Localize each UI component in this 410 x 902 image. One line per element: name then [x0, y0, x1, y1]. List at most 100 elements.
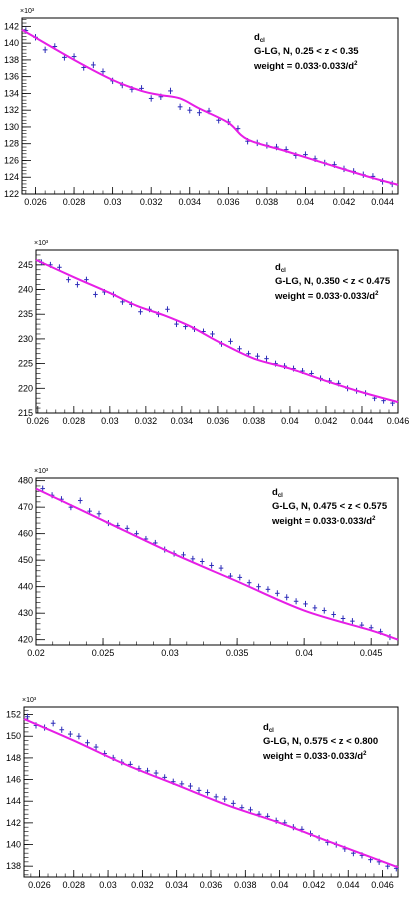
data-point: [209, 562, 214, 569]
data-point: [165, 306, 170, 313]
chart-panel-1: 0.026 0.028 0.03 0.032 0.034 0.036 0.038 0.04 0.…: [0, 0, 410, 210]
data-point: [246, 579, 252, 586]
legend-line-2: weight = 0.033·0.033/d2: [274, 291, 379, 302]
y-tick-label: 450: [18, 555, 33, 565]
data-point: [312, 604, 318, 611]
data-point: [284, 594, 289, 601]
y-tick-label: 148: [6, 753, 21, 763]
x-tick-label: 0.03: [161, 648, 179, 658]
x-tick-label: 0.032: [131, 880, 154, 890]
x-tick-label: 0.036: [200, 880, 223, 890]
data-point: [187, 106, 193, 114]
data-point: [350, 618, 355, 625]
data-point: [40, 485, 45, 492]
y-tick-label: 230: [18, 334, 33, 344]
data-point: [84, 276, 89, 283]
x-tick-label: 0.03: [101, 416, 119, 426]
data-point: [256, 583, 261, 590]
x-tick-label: 0.032: [140, 197, 163, 207]
data-point: [210, 331, 215, 337]
y-tick-label: 138: [6, 861, 21, 871]
y-tick-label: 215: [18, 408, 33, 418]
y-tick-label: 152: [6, 710, 21, 720]
data-point: [340, 615, 346, 622]
y-tick-label: 142: [6, 818, 21, 828]
data-point: [293, 598, 299, 605]
data-point: [77, 497, 83, 504]
exponent-label: ×10³: [20, 8, 35, 15]
y-tick-label: 140: [4, 38, 19, 48]
x-tick-label: 0.026: [24, 197, 47, 207]
y-tick-label: 128: [4, 139, 19, 149]
x-tick-label: 0.04: [297, 197, 315, 207]
x-tick-label: 0.03: [104, 197, 122, 207]
data-point: [67, 730, 73, 738]
data-point: [205, 789, 210, 796]
x-tick-label: 0.036: [207, 416, 230, 426]
y-tick-label: 140: [6, 840, 21, 850]
y-tick-label: 150: [6, 731, 21, 741]
data-point: [50, 720, 56, 727]
exponent-label: ×10³: [34, 468, 49, 475]
y-tick-label: 130: [4, 122, 19, 132]
y-tick-label: 420: [18, 635, 33, 645]
data-point: [59, 726, 65, 733]
data-point: [148, 95, 154, 102]
y-tick-label: 240: [18, 285, 33, 295]
legend-line-2: weight = 0.033·0.033/d2: [271, 516, 376, 527]
data-point: [213, 793, 219, 800]
x-tick-label: 0.045: [360, 648, 383, 658]
y-tick-label: 126: [4, 155, 19, 165]
x-tick-label: 0.038: [234, 880, 257, 890]
chart-panel-4: 0.026 0.028 0.03 0.032 0.034 0.036 0.038 0.04 0.…: [0, 685, 410, 900]
x-tick-label: 0.034: [178, 197, 201, 207]
data-point: [179, 780, 185, 787]
chart-4: 0.026 0.028 0.03 0.032 0.034 0.036 0.038 0.04 0.…: [6, 697, 399, 890]
data-point: [248, 806, 253, 813]
legend-title: dcl: [263, 722, 274, 734]
data-point: [42, 46, 48, 54]
x-tick-label: 0.04: [295, 648, 313, 658]
x-tick-label: 0.044: [371, 197, 394, 207]
data-point: [228, 338, 233, 345]
fit-curve: [35, 487, 399, 641]
data-point: [177, 103, 183, 111]
y-tick-label: 245: [18, 260, 33, 270]
chart-1: 0.026 0.028 0.03 0.032 0.034 0.036 0.038 0.04 0.…: [4, 8, 399, 207]
plot-frame: [35, 477, 399, 646]
y-tick-label: 132: [4, 105, 19, 115]
chart-2: 0.026 0.028 0.03 0.032 0.034 0.036 0.038 0.04 0.…: [18, 240, 409, 426]
x-tick-label: 0.04: [281, 416, 299, 426]
y-tick-label: 235: [18, 309, 33, 319]
y-tick-label: 122: [4, 189, 19, 199]
data-point: [168, 87, 173, 95]
fit-curve: [35, 258, 399, 404]
x-tick-label: 0.028: [63, 197, 86, 207]
data-point: [218, 565, 224, 572]
data-point: [190, 555, 196, 562]
data-point: [321, 607, 327, 614]
data-point: [255, 353, 260, 360]
x-tick-label: 0.032: [135, 416, 158, 426]
data-point: [96, 510, 102, 517]
legend-line-1: G-LG, N, 0.350 < z < 0.475: [275, 276, 391, 287]
data-point: [85, 739, 90, 746]
y-tick-label: 220: [18, 383, 33, 393]
data-point: [275, 590, 280, 597]
data-point: [230, 800, 236, 807]
x-tick-label: 0.028: [62, 880, 85, 890]
y-tick-label: 136: [4, 72, 19, 82]
x-tick-label: 0.038: [243, 416, 266, 426]
data-point: [196, 787, 202, 794]
x-tick-label: 0.02: [27, 648, 45, 658]
data-point: [174, 321, 179, 328]
x-tick-label: 0.026: [28, 880, 51, 890]
chart-panel-3: 0.02 0.025 0.03 0.035 0.04 0.045 420 430 440 450 4…: [0, 455, 410, 670]
x-tick-label: 0.03: [99, 880, 117, 890]
data-point: [75, 281, 80, 288]
fit-curve: [21, 28, 399, 186]
x-tick-label: 0.044: [351, 416, 374, 426]
data-point: [237, 345, 242, 352]
data-point: [93, 743, 99, 751]
x-tick-label: 0.034: [165, 880, 188, 890]
